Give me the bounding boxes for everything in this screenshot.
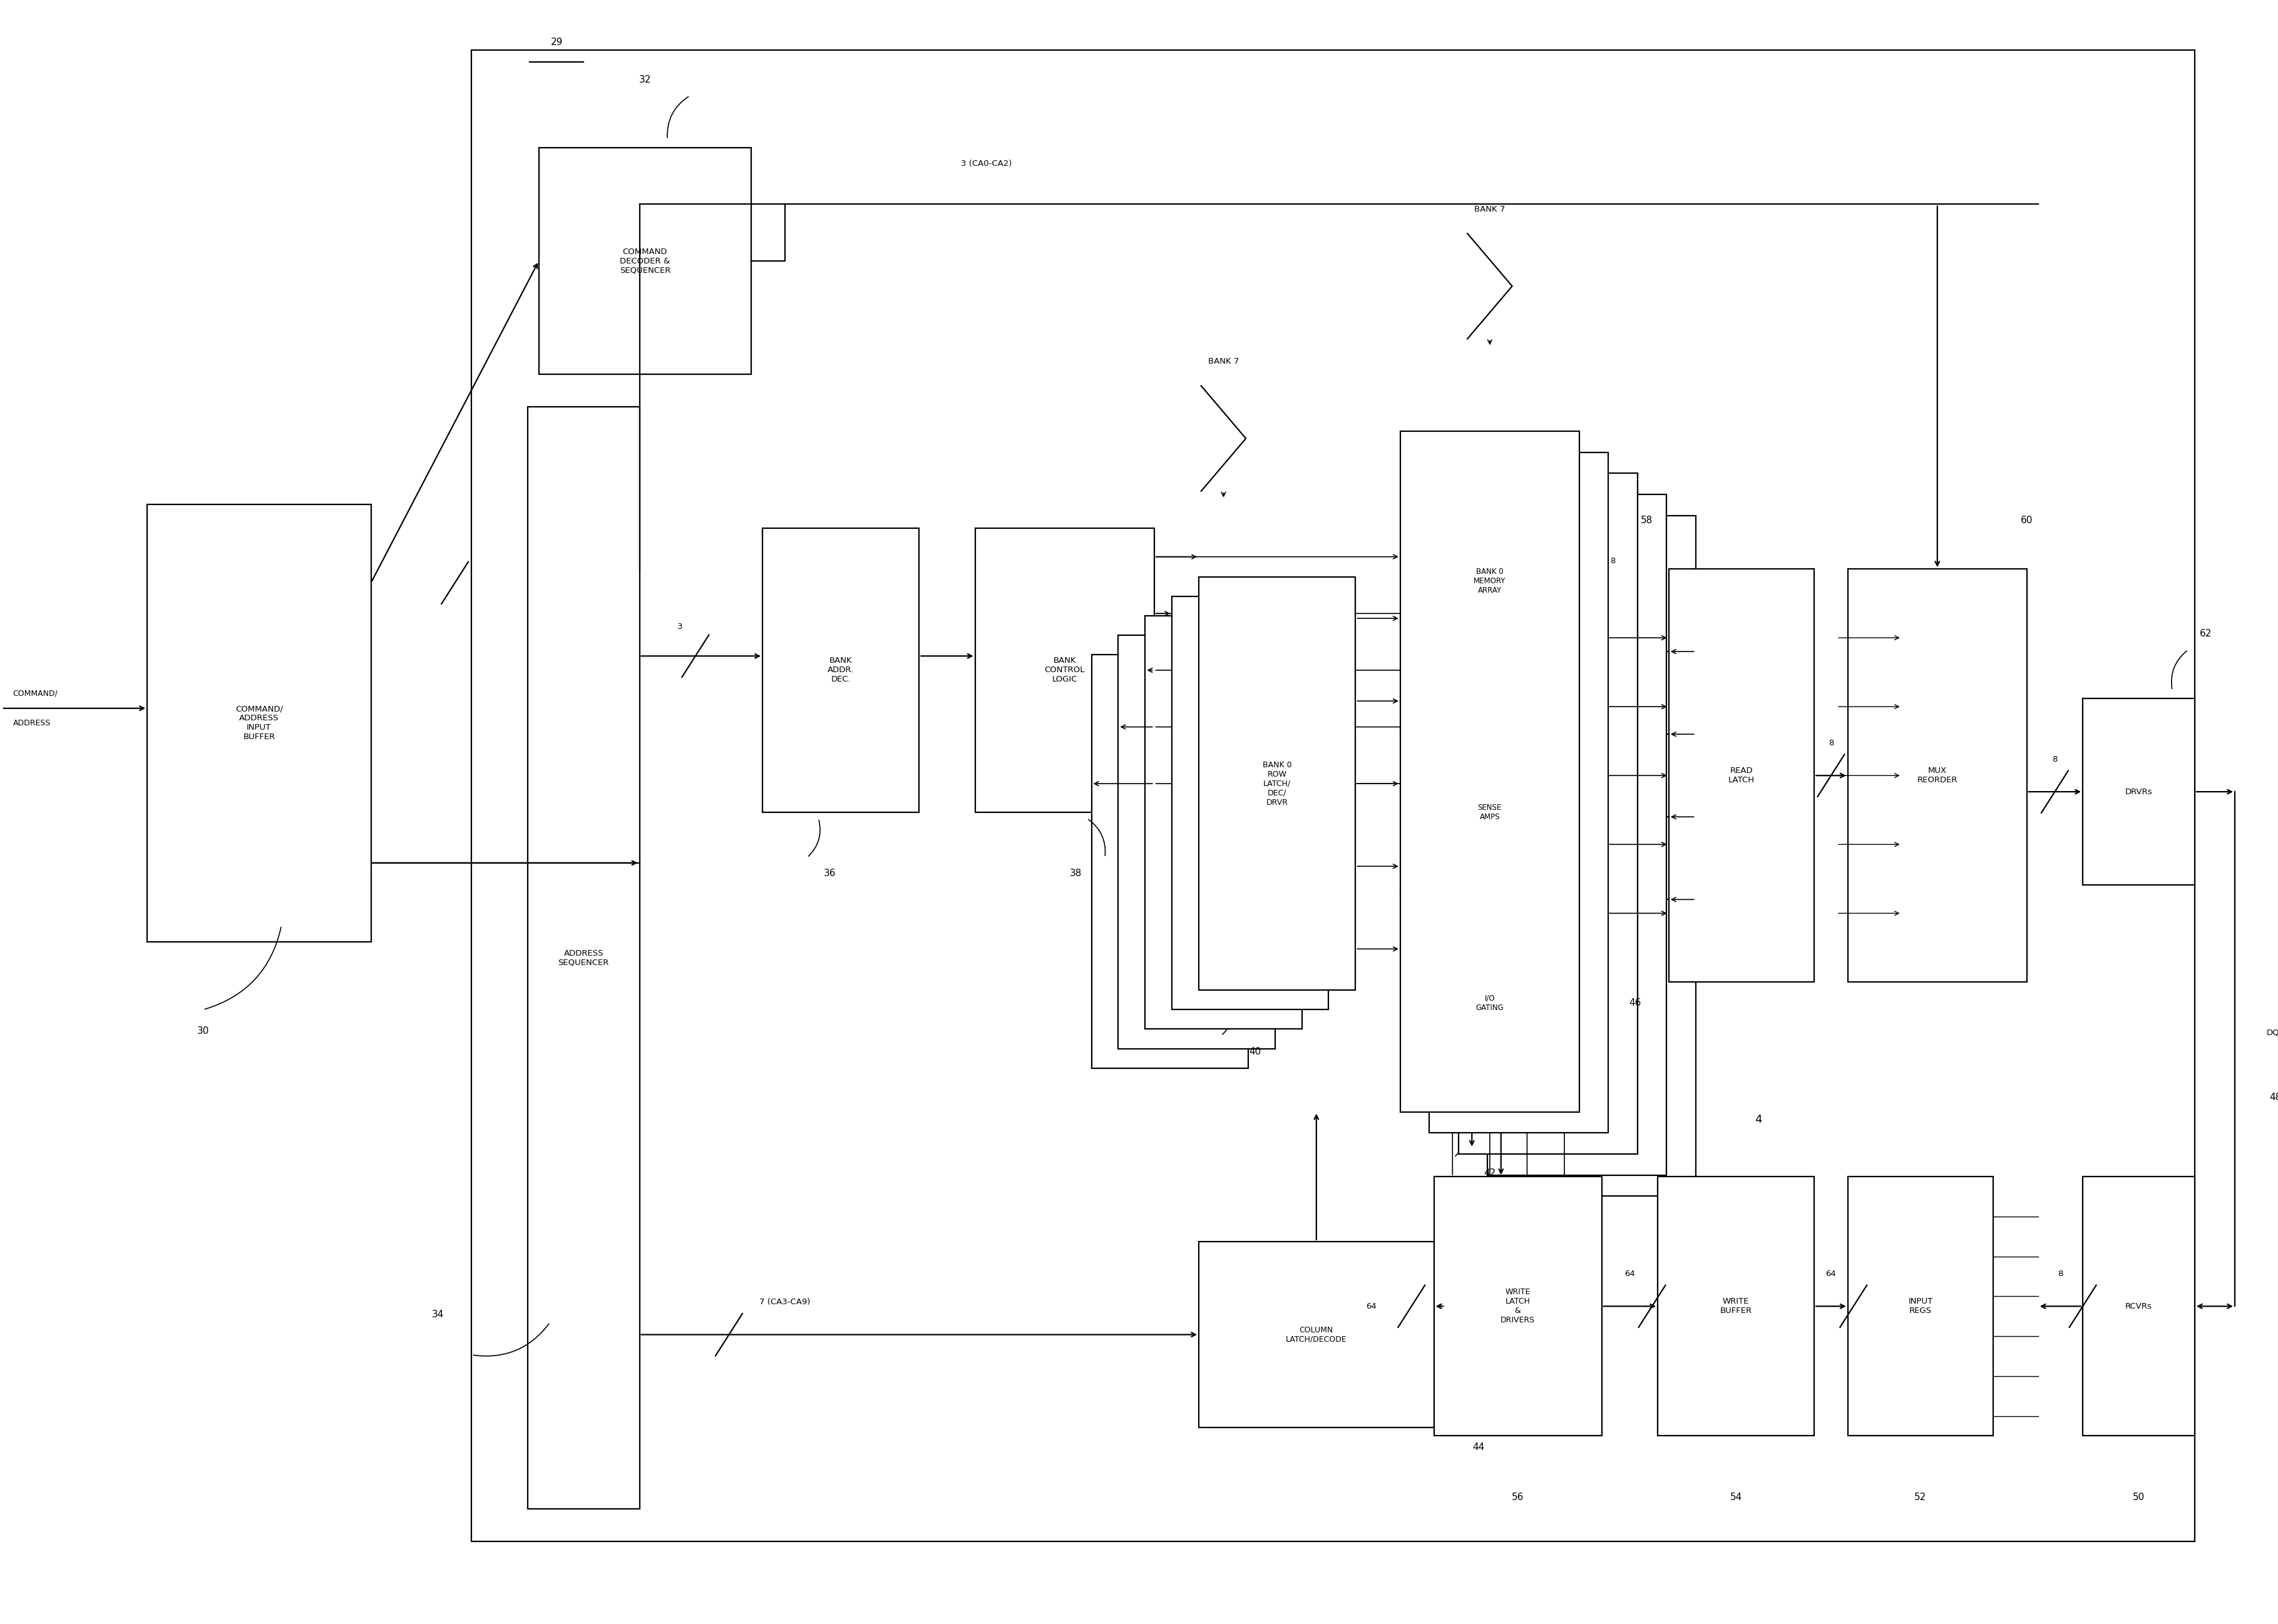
Bar	[1091, 654, 1248, 1069]
Text: INPUT
REGS: INPUT REGS	[1909, 1298, 1932, 1315]
Text: 7 (CA3-CA9): 7 (CA3-CA9)	[759, 1298, 811, 1306]
Text: I/O
GATING: I/O GATING	[1476, 994, 1503, 1012]
Text: COMMAND/: COMMAND/	[14, 690, 57, 698]
Bar	[1488, 494, 1667, 1176]
Text: RCVRs: RCVRs	[2125, 1302, 2153, 1311]
Text: 64: 64	[1624, 1270, 1636, 1278]
Bar	[528, 408, 640, 1509]
Text: 56: 56	[1513, 1492, 1524, 1502]
Bar	[1517, 515, 1695, 1195]
Text: 50: 50	[2132, 1492, 2144, 1502]
Bar	[1173, 596, 1328, 1010]
Bar	[2082, 1177, 2194, 1436]
Text: 42: 42	[1483, 1169, 1497, 1177]
Text: BANK 0
ROW
LATCH/
DEC/
DRVR: BANK 0 ROW LATCH/ DEC/ DRVR	[1262, 760, 1292, 807]
Bar	[763, 528, 920, 812]
Text: 64: 64	[1825, 1270, 1836, 1278]
Text: ADDRESS
SEQUENCER: ADDRESS SEQUENCER	[558, 948, 608, 966]
Text: ADDRESS: ADDRESS	[14, 719, 50, 728]
Text: WRITE
BUFFER: WRITE BUFFER	[1720, 1298, 1752, 1315]
Text: 64: 64	[1367, 1302, 1376, 1311]
Text: 8: 8	[2052, 755, 2057, 763]
Text: DQs: DQs	[2267, 1028, 2278, 1036]
Text: MUX
REORDER: MUX REORDER	[1918, 767, 1957, 784]
Bar	[1401, 432, 1579, 1112]
Text: 4: 4	[1754, 1114, 1761, 1125]
Bar	[1658, 1177, 1813, 1436]
Bar	[1198, 577, 1355, 991]
Bar	[975, 528, 1155, 812]
Text: 32: 32	[640, 75, 652, 84]
Text: 44: 44	[1472, 1442, 1485, 1452]
Text: 38: 38	[1071, 869, 1082, 879]
Text: COLUMN
LATCH/DECODE: COLUMN LATCH/DECODE	[1285, 1325, 1346, 1343]
Text: 54: 54	[1729, 1492, 1743, 1502]
Bar	[2082, 698, 2194, 885]
Text: BANK
CONTROL
LOGIC: BANK CONTROL LOGIC	[1043, 656, 1084, 684]
Text: WRITE
LATCH
&
DRIVERS: WRITE LATCH & DRIVERS	[1501, 1288, 1535, 1325]
Text: 46: 46	[1629, 999, 1642, 1007]
Text: BANK 7: BANK 7	[1474, 205, 1506, 213]
Bar	[1670, 568, 1813, 983]
Text: 58: 58	[1640, 515, 1652, 525]
Text: 60: 60	[2021, 515, 2032, 525]
Text: SENSE
AMPS: SENSE AMPS	[1478, 804, 1501, 822]
Text: 52: 52	[1914, 1492, 1927, 1502]
Bar	[1458, 473, 1638, 1155]
Bar	[1428, 451, 1608, 1134]
Bar	[1146, 615, 1301, 1030]
Text: 8: 8	[1829, 739, 1834, 747]
Text: 40: 40	[1248, 1047, 1260, 1057]
Text: 3 (CA0-CA2): 3 (CA0-CA2)	[961, 159, 1011, 167]
Bar	[1198, 1241, 1433, 1427]
Text: BANK
ADDR.
DEC.: BANK ADDR. DEC.	[827, 656, 854, 684]
Bar	[1847, 1177, 1993, 1436]
Text: DRVRs: DRVRs	[2125, 788, 2153, 796]
Bar	[148, 503, 371, 942]
Bar	[1433, 1177, 1601, 1436]
Text: BANK 7: BANK 7	[1207, 357, 1239, 365]
Bar	[472, 50, 2194, 1541]
Text: READ
LATCH: READ LATCH	[1729, 767, 1754, 784]
Text: 8: 8	[2057, 1270, 2064, 1278]
Text: 48: 48	[2269, 1093, 2278, 1103]
Bar	[1847, 568, 2027, 983]
Text: 30: 30	[198, 1026, 210, 1036]
Text: 3: 3	[677, 622, 683, 630]
Text: 29: 29	[551, 37, 563, 47]
Text: BANK 0
MEMORY
ARRAY: BANK 0 MEMORY ARRAY	[1474, 567, 1506, 594]
Text: COMMAND
DECODER &
SEQUENCER: COMMAND DECODER & SEQUENCER	[620, 247, 670, 274]
Text: COMMAND/
ADDRESS
INPUT
BUFFER: COMMAND/ ADDRESS INPUT BUFFER	[235, 705, 282, 741]
Text: 64: 64	[1533, 771, 1544, 780]
Text: 36: 36	[825, 869, 836, 879]
Bar	[1118, 635, 1276, 1049]
Text: 34: 34	[433, 1309, 444, 1319]
Text: 62: 62	[2201, 628, 2212, 638]
Text: 8: 8	[1611, 557, 1615, 565]
Bar	[540, 148, 752, 375]
